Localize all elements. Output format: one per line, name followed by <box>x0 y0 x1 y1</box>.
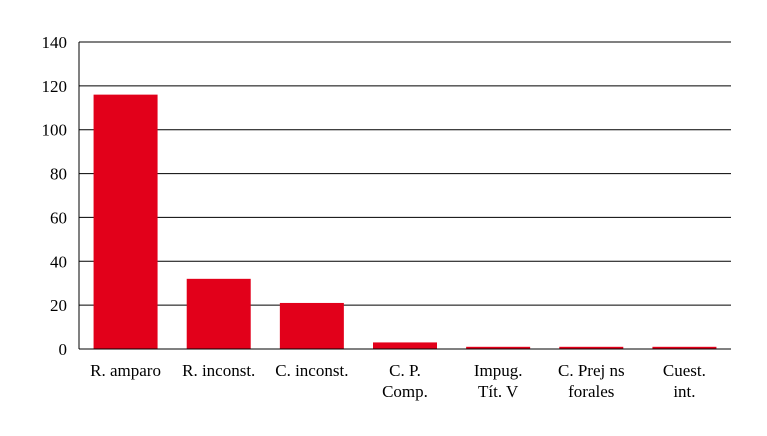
x-category-label: R. amparo <box>90 361 161 380</box>
x-category-label: C. inconst. <box>275 361 348 380</box>
x-category-label-line: forales <box>568 382 614 401</box>
x-category-label-line: Impug. <box>474 361 523 380</box>
y-tick-label: 140 <box>42 33 68 52</box>
bar <box>559 346 624 349</box>
bar <box>652 346 717 349</box>
gridlines <box>79 41 731 306</box>
y-tick-label: 0 <box>59 340 68 359</box>
bars <box>93 94 717 349</box>
x-category-label: R. inconst. <box>182 361 255 380</box>
x-category-label-line: R. inconst. <box>182 361 255 380</box>
y-tick-label: 20 <box>50 296 67 315</box>
bar <box>279 302 344 349</box>
y-tick-label: 60 <box>50 208 67 227</box>
bar <box>466 346 531 349</box>
bar <box>186 278 251 349</box>
y-tick-label: 40 <box>50 252 67 271</box>
y-tick-label: 100 <box>42 121 68 140</box>
y-tick-label: 80 <box>50 165 67 184</box>
x-category-label: Cuest. int. <box>663 361 706 401</box>
x-category-label-line: int. <box>673 382 695 401</box>
x-axis-labels: R. amparo R. inconst. C. inconst. C. P. Comp… <box>90 361 706 401</box>
x-category-label-line: C. inconst. <box>275 361 348 380</box>
x-category-label: C. P. Comp. <box>382 361 428 401</box>
y-axis-ticks: 0 20 40 60 80 100 120 140 <box>42 33 68 359</box>
x-category-label-line: R. amparo <box>90 361 161 380</box>
y-tick-label: 120 <box>42 77 68 96</box>
bar <box>373 342 437 349</box>
x-category-label-line: Cuest. <box>663 361 706 380</box>
x-category-label-line: C. Prej ns <box>558 361 625 380</box>
x-category-label: Impug. Tít. V <box>474 361 523 401</box>
x-category-label-line: Tít. V <box>478 382 519 401</box>
x-category-label: C. Prej ns forales <box>558 361 625 401</box>
x-category-label-line: C. P. <box>389 361 421 380</box>
bar <box>93 94 158 349</box>
x-category-label-line: Comp. <box>382 382 428 401</box>
